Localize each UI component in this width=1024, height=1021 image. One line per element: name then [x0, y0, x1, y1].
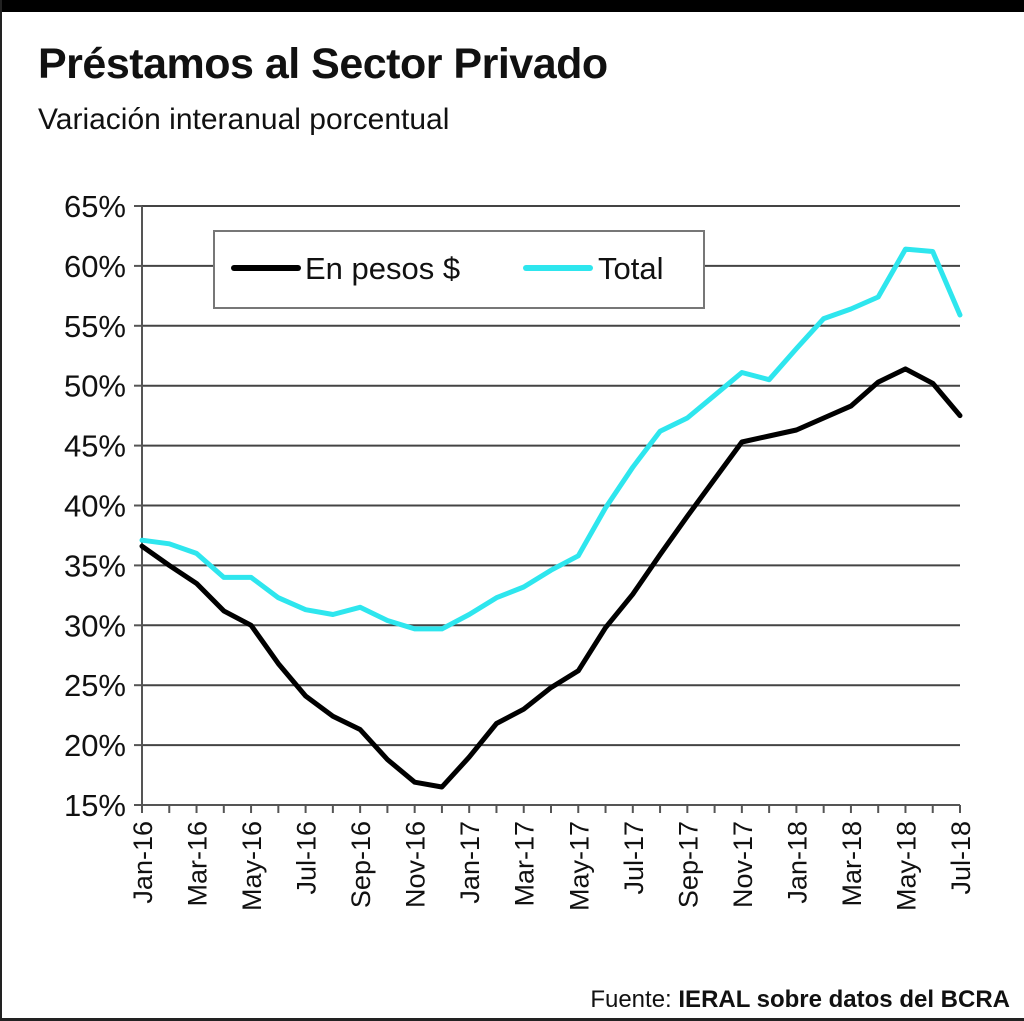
line-chart: 15% 20% 25% 30% 35% 40% 45% 50% 55% 60% 65% Jan-16…	[64, 189, 976, 911]
chart-title: Préstamos al Sector Privado	[38, 40, 608, 88]
y-tick-label: 30%	[64, 608, 126, 643]
y-tick-label: 50%	[64, 369, 126, 404]
chart-subtitle: Variación interanual porcentual	[38, 103, 450, 136]
x-tick-label: Sep-16	[346, 821, 376, 908]
series-line-en-pesos	[139, 366, 963, 790]
y-tick-label: 60%	[64, 249, 126, 284]
y-tick-label: 15%	[64, 788, 126, 823]
bottom-rule	[0, 1018, 1024, 1021]
y-tick-label: 45%	[64, 429, 126, 464]
y-tick-label: 25%	[64, 668, 126, 703]
y-tick-label: 35%	[64, 548, 126, 583]
y-tick-labels: 15% 20% 25% 30% 35% 40% 45% 50% 55% 60% 65%	[64, 189, 126, 823]
source-note: Fuente: IERAL sobre datos del BCRA	[590, 986, 1010, 1014]
x-tick-label: Nov-16	[401, 821, 431, 908]
series-lines	[139, 246, 963, 790]
source-label: Fuente:	[590, 986, 672, 1013]
x-tick-label: Mar-16	[183, 821, 213, 907]
left-rule	[0, 0, 2, 1021]
y-tick-label: 20%	[64, 728, 126, 763]
y-tick-label: 40%	[64, 489, 126, 524]
x-tick-label: Mar-17	[510, 821, 540, 907]
legend-total-label: Total	[598, 251, 663, 286]
legend: En pesos $ Total	[213, 230, 705, 309]
top-rule	[0, 0, 1024, 12]
x-tick-labels: Jan-16 Mar-16 May-16 Jul-16 Sep-16 Nov-16 Jan-…	[128, 821, 976, 911]
x-tick-label: Jan-17	[455, 821, 485, 904]
x-tick-label: May-18	[891, 821, 921, 911]
x-tick-label: May-16	[237, 821, 267, 911]
x-tick-label: Jul-17	[619, 821, 649, 895]
x-tick-label: Jul-18	[946, 821, 976, 895]
legend-en-pesos-label: En pesos $	[305, 251, 460, 286]
series-line-total	[139, 246, 963, 632]
x-tick-label: Mar-18	[837, 821, 867, 907]
x-tick-label: Sep-17	[673, 821, 703, 908]
x-tick-label: May-17	[564, 821, 594, 911]
y-tick-label: 55%	[64, 309, 126, 344]
axes	[134, 205, 961, 813]
x-tick-label: Jan-16	[128, 821, 158, 904]
x-tick-label: Nov-17	[728, 821, 758, 908]
source-text: IERAL sobre datos del BCRA	[678, 986, 1010, 1013]
y-tick-label: 65%	[64, 189, 126, 224]
x-tick-label: Jan-18	[782, 821, 812, 904]
x-tick-label: Jul-16	[292, 821, 322, 895]
